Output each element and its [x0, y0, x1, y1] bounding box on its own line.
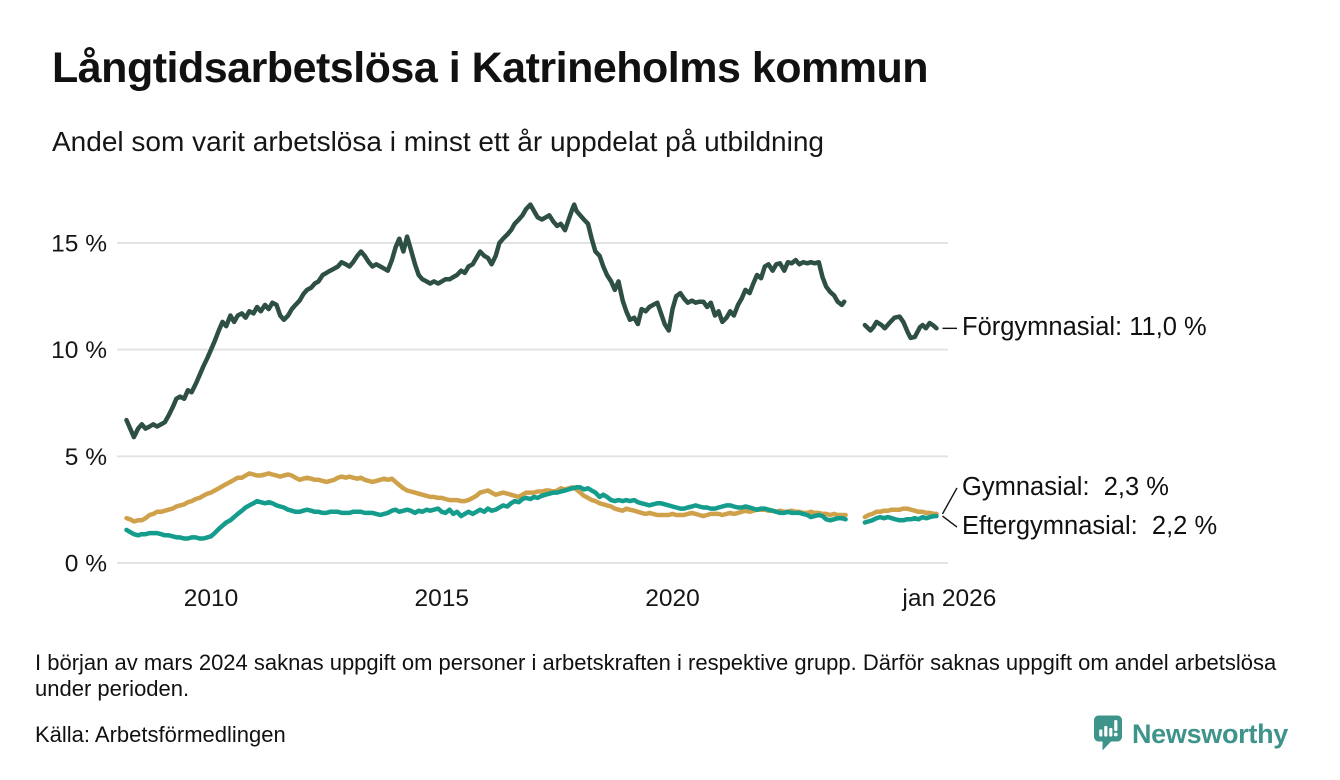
series-label-2: Eftergymnasial: 2,2 % — [962, 512, 1218, 541]
page-title: Långtidsarbetslösa i Katrineholms kommun — [52, 44, 929, 92]
series-line-eftergymnasial — [862, 513, 939, 525]
series-label-1: Gymnasial: 2,3 % — [962, 472, 1169, 501]
series-label-0: Förgymnasial: 11,0 % — [962, 313, 1207, 342]
leader-line — [942, 515, 958, 528]
y-tick-label: 15 % — [51, 231, 107, 258]
y-tick-label: 10 % — [51, 337, 107, 364]
series-line-gymnasial — [862, 506, 939, 520]
x-tick-label: 2010 — [184, 585, 239, 612]
bar-chart-speech-bubble-icon — [1093, 715, 1122, 751]
brand-name: Newsworthy — [1131, 718, 1288, 749]
y-tick-label: 5 % — [65, 444, 107, 471]
x-tick-label: 2015 — [414, 585, 469, 612]
source-credit: Källa: Arbetsförmedlingen — [35, 722, 286, 747]
x-tick-label: 2020 — [645, 585, 700, 612]
footnote: I början av mars 2024 saknas uppgift om … — [35, 650, 1277, 702]
series-line-gymnasial — [124, 471, 848, 524]
page-subtitle: Andel som varit arbetslösa i minst ett å… — [52, 126, 824, 157]
brand-logo: Newsworthy — [1093, 714, 1288, 754]
x-tick-label: jan 2026 — [901, 585, 996, 612]
leader-line — [941, 487, 958, 515]
series-line-eftergymnasial — [124, 485, 848, 541]
series-line-förgymnasial — [124, 202, 847, 440]
series-line-förgymnasial — [862, 314, 939, 341]
y-tick-label: 0 % — [65, 551, 107, 578]
